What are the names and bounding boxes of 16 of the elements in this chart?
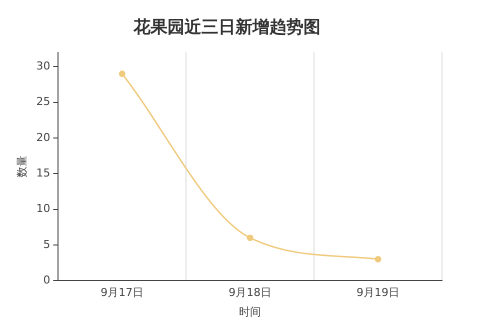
x-tick-label: 9月18日 bbox=[228, 286, 272, 300]
chart-title: 花果园近三日新增趋势图 bbox=[132, 18, 320, 38]
point bbox=[374, 256, 382, 262]
y-tick-label: 10 bbox=[36, 202, 50, 216]
x-axis-title: 时间 bbox=[239, 305, 262, 318]
y-tick-label: 25 bbox=[36, 95, 50, 108]
x-tick-label: 9月19日 bbox=[356, 286, 400, 300]
y-tick-label: 15 bbox=[36, 166, 50, 180]
y-axis-title: 数量 bbox=[15, 156, 28, 178]
y-tick-label: 30 bbox=[36, 60, 50, 73]
y-tick-label: 0 bbox=[43, 273, 50, 286]
y-tick-label: 20 bbox=[36, 130, 50, 144]
y-tick-label: 5 bbox=[43, 238, 50, 251]
x-tick-label: 9月17日 bbox=[100, 286, 144, 300]
point bbox=[246, 234, 254, 242]
point bbox=[118, 70, 126, 78]
